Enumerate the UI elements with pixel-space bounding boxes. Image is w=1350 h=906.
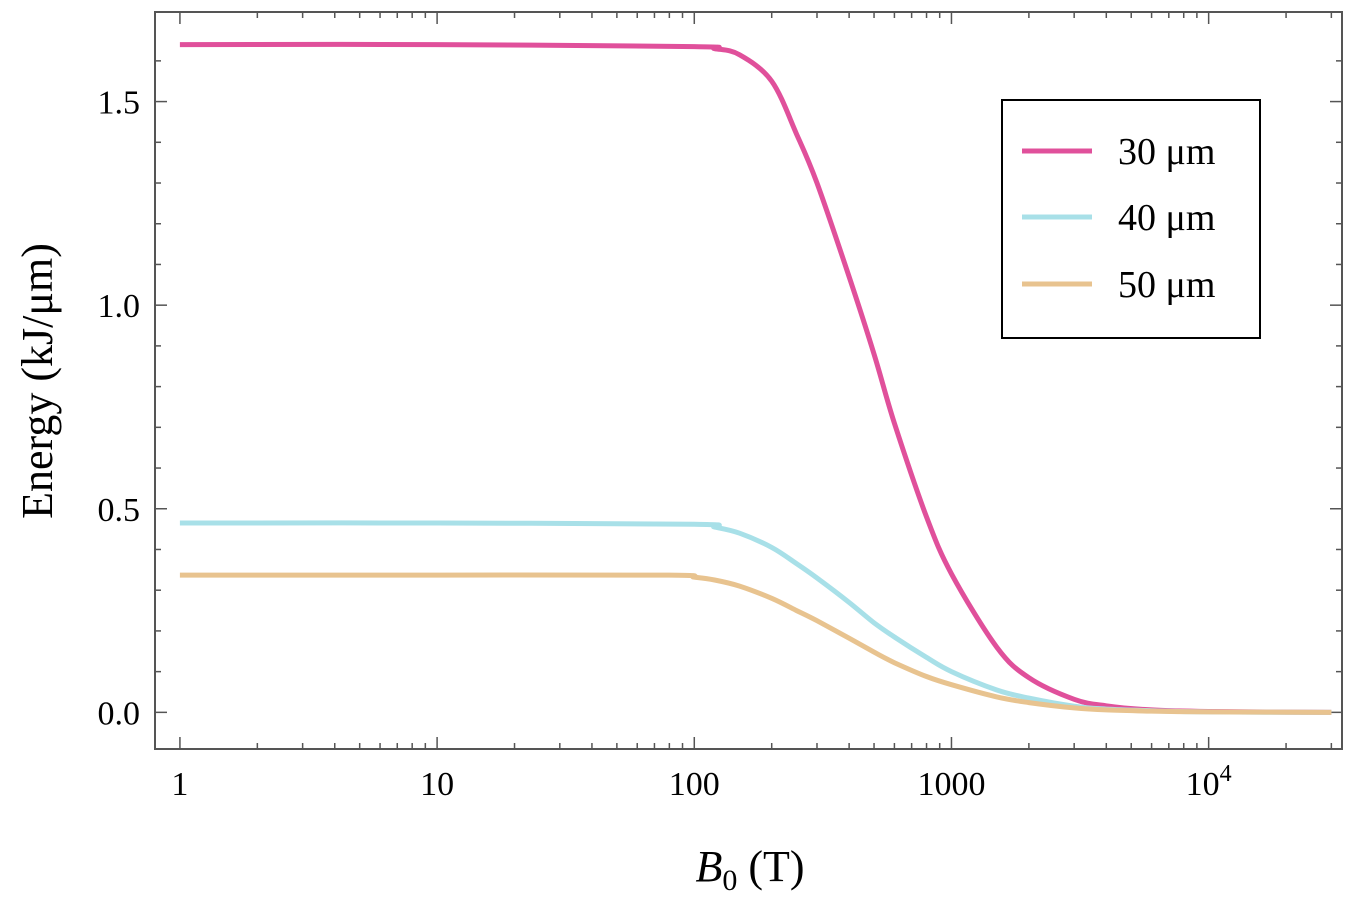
legend: 30 μm 40 μm 50 μm xyxy=(1001,99,1261,339)
legend-label-40um: 40 μm xyxy=(1118,197,1215,239)
legend-label-30um: 30 μm xyxy=(1118,131,1215,173)
x-tick-label: 1000 xyxy=(917,766,985,803)
y-axis-title: Energy (kJ/μm) xyxy=(13,243,62,519)
series-line-2 xyxy=(179,572,1332,715)
series-lines xyxy=(179,41,1332,715)
y-tick-label: 1.0 xyxy=(98,288,141,325)
x-axis-title: B0 (T) xyxy=(695,842,804,897)
y-tick-label: 0.0 xyxy=(98,695,141,732)
tick-labels: 1 10 100 1000 104 0.0 0.5 1.0 1.5 xyxy=(98,85,1232,803)
x-axis-title-symbol: B xyxy=(695,842,722,891)
x-tick-label: 100 xyxy=(669,766,720,803)
axis-ticks xyxy=(155,12,1342,749)
x-axis-title-unit: (T) xyxy=(737,842,804,891)
legend-label-50um: 50 μm xyxy=(1118,264,1215,306)
x-axis-title-subscript: 0 xyxy=(722,864,737,897)
x-tick-label: 104 xyxy=(1186,761,1232,803)
plot-frame xyxy=(154,11,1343,750)
series-line-1 xyxy=(179,520,1332,715)
y-tick-label: 0.5 xyxy=(98,492,141,529)
x-tick-label: 10 xyxy=(420,766,454,803)
y-tick-label: 1.5 xyxy=(98,85,141,122)
x-tick-label: 1 xyxy=(171,766,188,803)
series-line-0 xyxy=(179,41,1332,715)
